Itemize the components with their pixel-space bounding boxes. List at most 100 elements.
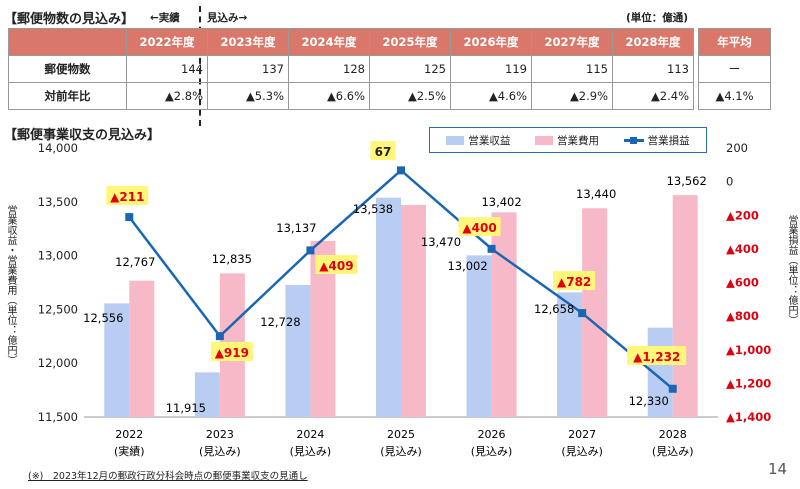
volume-row-count: 郵便物数 144 137 128 125 119 115 113 xyxy=(8,55,694,83)
expense-bar xyxy=(582,208,608,417)
chart-section-title: 【郵便事業収支の見込み】 xyxy=(4,128,161,143)
year-header: 2027年度 xyxy=(531,28,613,56)
x-tick-sublabel: (見込み) xyxy=(561,445,603,458)
volume-section-title: 【郵便物数の見込み】 xyxy=(4,12,135,27)
avg-header: 年平均 xyxy=(698,28,771,56)
profit-point xyxy=(125,213,134,222)
revenue-value-label: 12,658 xyxy=(534,302,574,316)
revenue-bar xyxy=(285,284,311,417)
expense-value-label: 13,137 xyxy=(276,221,316,235)
revenue-value-label: 12,330 xyxy=(629,394,669,408)
actual-arrow-label: ←実績 xyxy=(150,12,180,24)
profit-label-box xyxy=(553,271,596,290)
profit-point xyxy=(215,332,224,341)
right-tick-label: ▲200 xyxy=(726,208,759,222)
profit-point xyxy=(397,166,405,175)
avg-yoy-cell: ▲4.1% xyxy=(698,82,771,110)
profit-point xyxy=(306,246,315,255)
profit-value-label: ▲782 xyxy=(557,275,591,289)
volume-header-corner xyxy=(8,28,127,56)
average-table: 年平均 ー ▲4.1% xyxy=(698,28,771,110)
left-axis-title: 営業収益・営業費用（単位：億円） xyxy=(5,205,16,365)
revenue-value-label: 11,915 xyxy=(166,401,206,415)
legend-swatch-expense xyxy=(534,135,553,145)
revenue-value-label: 12,556 xyxy=(83,311,123,325)
profit-point xyxy=(578,309,587,318)
left-tick-label: 12,000 xyxy=(38,356,78,370)
revenue-value-label: 13,538 xyxy=(353,202,393,216)
table-cell: ▲2.5% xyxy=(369,82,451,110)
revenue-bar xyxy=(557,292,583,417)
forecast-arrow-label: 見込み→ xyxy=(207,12,248,24)
right-tick-label: ▲1,400 xyxy=(726,410,771,424)
page-number: 14 xyxy=(768,460,788,478)
volume-table: 2022年度 2023年度 2024年度 2025年度 2026年度 2027年… xyxy=(8,28,694,110)
right-tick-label: ▲1,000 xyxy=(726,343,771,357)
year-header: 2028年度 xyxy=(612,28,694,56)
revenue-value-label: 13,002 xyxy=(447,259,487,273)
profit-label-box xyxy=(106,186,149,205)
volume-header-row: 2022年度 2023年度 2024年度 2025年度 2026年度 2027年… xyxy=(8,28,694,56)
year-header: 2022年度 xyxy=(126,28,208,56)
table-cell: ▲6.6% xyxy=(288,82,370,110)
legend-label-profit: 営業損益 xyxy=(647,134,690,147)
left-tick-label: 12,500 xyxy=(38,302,78,316)
profit-value-label: ▲409 xyxy=(319,259,353,273)
profit-value-label: ▲919 xyxy=(215,346,249,360)
revenue-bar xyxy=(376,197,401,417)
expense-value-label: 13,402 xyxy=(481,195,521,209)
profit-value-label: ▲1,232 xyxy=(633,350,680,364)
table-cell: ▲4.6% xyxy=(450,82,532,110)
right-tick-label: ▲600 xyxy=(726,276,759,290)
legend-swatch-revenue xyxy=(446,135,465,145)
profit-label-box xyxy=(210,342,253,361)
right-tick-label: ▲400 xyxy=(726,242,759,256)
chart-legend: 営業収益 営業費用 営業損益 xyxy=(429,127,707,153)
revenue-value-label: 12,728 xyxy=(260,315,300,329)
expense-value-label: 13,470 xyxy=(421,235,461,249)
volume-row-yoy: 対前年比 ▲2.8% ▲5.3% ▲6.6% ▲2.5% ▲4.6% ▲2.9%… xyxy=(8,82,694,110)
right-axis-title: 営業損益（単位：億円） xyxy=(786,215,797,325)
year-header: 2026年度 xyxy=(450,28,532,56)
x-tick-label: 2027 xyxy=(568,428,596,441)
expense-bar xyxy=(672,195,698,417)
profit-label-box xyxy=(315,255,358,274)
right-tick-label: 0 xyxy=(726,175,733,189)
left-tick-label: 13,500 xyxy=(38,195,78,209)
profit-label-box xyxy=(627,346,687,365)
expense-bar xyxy=(401,205,426,417)
legend-label-revenue: 営業収益 xyxy=(468,134,511,147)
right-tick-label: ▲1,200 xyxy=(726,376,771,390)
expense-value-label: 13,562 xyxy=(667,174,707,188)
expense-value-label: 12,835 xyxy=(212,252,252,266)
profit-point xyxy=(487,244,496,253)
x-tick-label: 2024 xyxy=(296,428,324,441)
left-tick-label: 13,000 xyxy=(38,249,78,263)
right-tick-label: 200 xyxy=(726,141,748,155)
x-tick-label: 2025 xyxy=(387,428,415,441)
volume-unit-label: (単位：億通) xyxy=(626,12,689,24)
profit-point xyxy=(668,384,677,393)
legend-item-expense: 営業費用 xyxy=(534,133,599,148)
x-tick-sublabel: (見込み) xyxy=(471,445,513,458)
x-tick-sublabel: (見込み) xyxy=(380,445,422,458)
x-tick-label: 2022 xyxy=(115,428,143,441)
expense-bar xyxy=(129,280,155,417)
legend-item-revenue: 営業収益 xyxy=(446,133,510,148)
x-tick-sublabel: (見込み) xyxy=(652,445,694,458)
right-tick-label: ▲800 xyxy=(726,309,759,323)
chart-footnote: (※) 2023年12月の郵政行政分科会時点の郵便事業収支の見通し xyxy=(28,471,308,482)
table-cell: ▲2.9% xyxy=(531,82,613,110)
x-tick-label: 2028 xyxy=(659,428,687,441)
left-tick-label: 11,500 xyxy=(38,410,78,424)
legend-swatch-profit xyxy=(623,136,644,145)
table-cell: ▲2.4% xyxy=(612,82,694,110)
revenue-bar xyxy=(104,303,130,417)
x-tick-sublabel: (見込み) xyxy=(199,445,241,458)
x-tick-label: 2023 xyxy=(206,428,234,441)
profit-label-box xyxy=(458,217,501,236)
year-header: 2023年度 xyxy=(207,28,289,56)
profit-value-label: 67 xyxy=(375,145,392,159)
x-tick-sublabel: (実績) xyxy=(114,444,145,458)
